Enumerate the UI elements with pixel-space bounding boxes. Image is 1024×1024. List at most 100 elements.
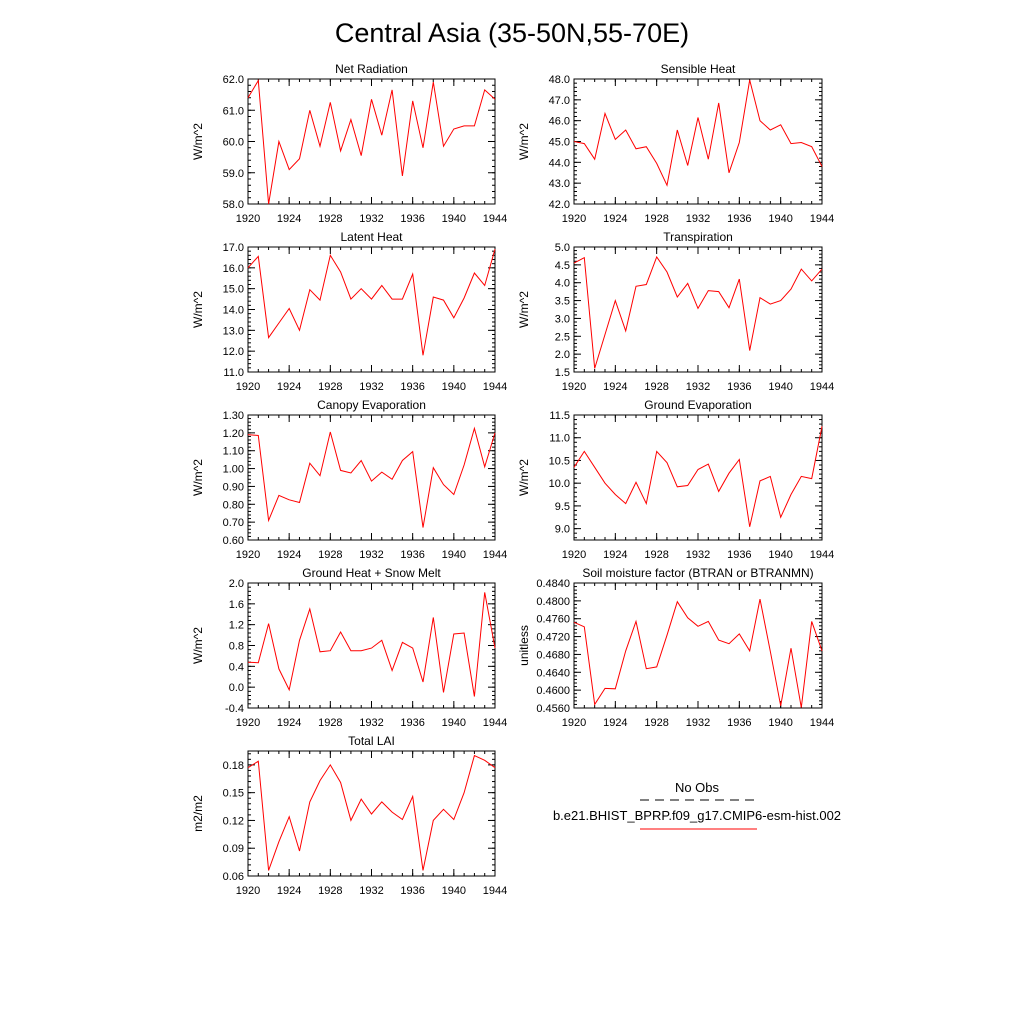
y-axis-label: m2/m2 [191, 795, 205, 832]
x-tick-label: 1920 [236, 885, 260, 897]
x-tick-label: 1928 [318, 381, 342, 393]
y-tick-label: 0.70 [223, 517, 244, 529]
x-tick-label: 1936 [400, 213, 424, 225]
y-tick-label: 11.0 [223, 367, 244, 379]
y-tick-label: 4.5 [555, 260, 570, 272]
x-tick-label: 1924 [603, 549, 627, 561]
plot-frame [247, 582, 496, 709]
panel-1: Net Radiation W/m^2 1920 1924 1928 1932 1936 19… [191, 62, 507, 225]
x-tick-label: 1920 [562, 381, 586, 393]
x-tick-label: 1920 [562, 549, 586, 561]
x-tick-label: 1940 [768, 549, 792, 561]
x-tick-label: 1936 [727, 549, 751, 561]
y-tick-label: 13.0 [223, 325, 244, 337]
y-tick-label: 58.0 [223, 199, 244, 211]
series-line [247, 79, 496, 205]
x-tick-label: 1940 [768, 381, 792, 393]
panel-3: Latent Heat W/m^2 1920 1924 1928 1932 1936 1940… [191, 230, 507, 393]
y-tick-label: 0.09 [223, 843, 244, 855]
x-tick-label: 1928 [318, 885, 342, 897]
x-tick-label: 1944 [483, 717, 507, 729]
series-line [247, 754, 496, 871]
y-tick-label: 2.5 [555, 331, 570, 343]
y-tick-label: 1.00 [223, 464, 244, 476]
x-tick-label: 1920 [562, 717, 586, 729]
y-tick-label: 1.20 [223, 428, 244, 440]
plot-frame [573, 582, 823, 709]
x-tick-label: 1920 [236, 381, 260, 393]
x-tick-label: 1944 [483, 885, 507, 897]
x-tick-label: 1940 [442, 549, 466, 561]
x-tick-label: 1944 [483, 549, 507, 561]
x-tick-label: 1928 [318, 717, 342, 729]
y-tick-label: 0.4 [229, 661, 244, 673]
panel-7: Ground Heat + Snow Melt W/m^2 1920 1924 1928… [191, 566, 507, 729]
x-tick-label: 1924 [603, 213, 627, 225]
panel-title: Net Radiation [335, 62, 408, 76]
y-tick-label: 15.0 [223, 284, 244, 296]
y-tick-label: 9.5 [555, 501, 570, 513]
x-tick-label: 1936 [400, 885, 424, 897]
plot-frame [247, 414, 496, 541]
x-tick-label: 1920 [236, 213, 260, 225]
x-tick-label: 1924 [277, 381, 301, 393]
x-tick-label: 1936 [727, 717, 751, 729]
x-tick-label: 1944 [483, 213, 507, 225]
x-tick-label: 1932 [359, 717, 383, 729]
x-tick-label: 1940 [442, 381, 466, 393]
y-tick-label: 0.0 [229, 682, 244, 694]
x-tick-label: 1928 [644, 549, 668, 561]
x-tick-label: 1940 [768, 213, 792, 225]
x-tick-label: 1932 [359, 549, 383, 561]
x-tick-label: 1924 [603, 381, 627, 393]
x-tick-label: 1932 [686, 381, 710, 393]
y-tick-label: 14.0 [223, 305, 244, 317]
x-tick-label: 1924 [277, 213, 301, 225]
y-tick-label: 45.0 [549, 137, 570, 149]
x-tick-label: 1928 [318, 213, 342, 225]
y-axis-label: W/m^2 [191, 123, 205, 160]
y-axis-label: W/m^2 [191, 459, 205, 496]
y-tick-label: 0.4560 [536, 703, 570, 715]
plot-frame [573, 246, 823, 373]
x-tick-label: 1936 [400, 381, 424, 393]
y-tick-label: 0.8 [229, 641, 244, 653]
panel-9: Total LAI m2/m2 1920 1924 1928 1932 1936 1940 19… [191, 734, 507, 897]
y-tick-label: 0.4800 [536, 596, 570, 608]
x-tick-label: 1936 [727, 381, 751, 393]
y-tick-label: 43.0 [549, 178, 570, 190]
series-line [247, 248, 496, 356]
x-tick-label: 1944 [810, 717, 834, 729]
plot-frame [573, 414, 823, 541]
x-tick-label: 1928 [644, 381, 668, 393]
x-tick-label: 1928 [318, 549, 342, 561]
x-tick-label: 1928 [644, 213, 668, 225]
x-tick-label: 1920 [236, 717, 260, 729]
x-tick-label: 1932 [686, 213, 710, 225]
y-tick-label: 0.4680 [536, 649, 570, 661]
series-line [247, 426, 496, 528]
y-tick-label: 4.0 [555, 278, 570, 290]
y-tick-label: 62.0 [223, 74, 244, 86]
panel-4: Transpiration W/m^2 1920 1924 1928 1932 1936 19… [517, 230, 834, 393]
y-axis-label: W/m^2 [191, 291, 205, 328]
y-tick-label: 48.0 [549, 74, 570, 86]
y-tick-label: -0.4 [225, 703, 244, 715]
legend-model-label: b.e21.BHIST_BPRP.f09_g17.CMIP6-esm-hist.… [553, 808, 841, 823]
y-tick-label: 0.06 [223, 871, 244, 883]
y-tick-label: 1.2 [229, 620, 244, 632]
x-tick-label: 1944 [810, 381, 834, 393]
plot-frame [247, 78, 496, 205]
series-line [247, 592, 496, 697]
x-tick-label: 1932 [359, 213, 383, 225]
x-tick-label: 1936 [400, 717, 424, 729]
y-axis-label: W/m^2 [517, 291, 531, 328]
chart-panels: Net Radiation W/m^2 1920 1924 1928 1932 1936 19… [191, 62, 834, 897]
y-tick-label: 1.10 [223, 446, 244, 458]
y-tick-label: 0.4600 [536, 685, 570, 697]
legend-obs-label: No Obs [675, 780, 720, 795]
series-line [573, 599, 823, 708]
y-tick-label: 2.0 [229, 578, 244, 590]
series-line [573, 79, 823, 187]
